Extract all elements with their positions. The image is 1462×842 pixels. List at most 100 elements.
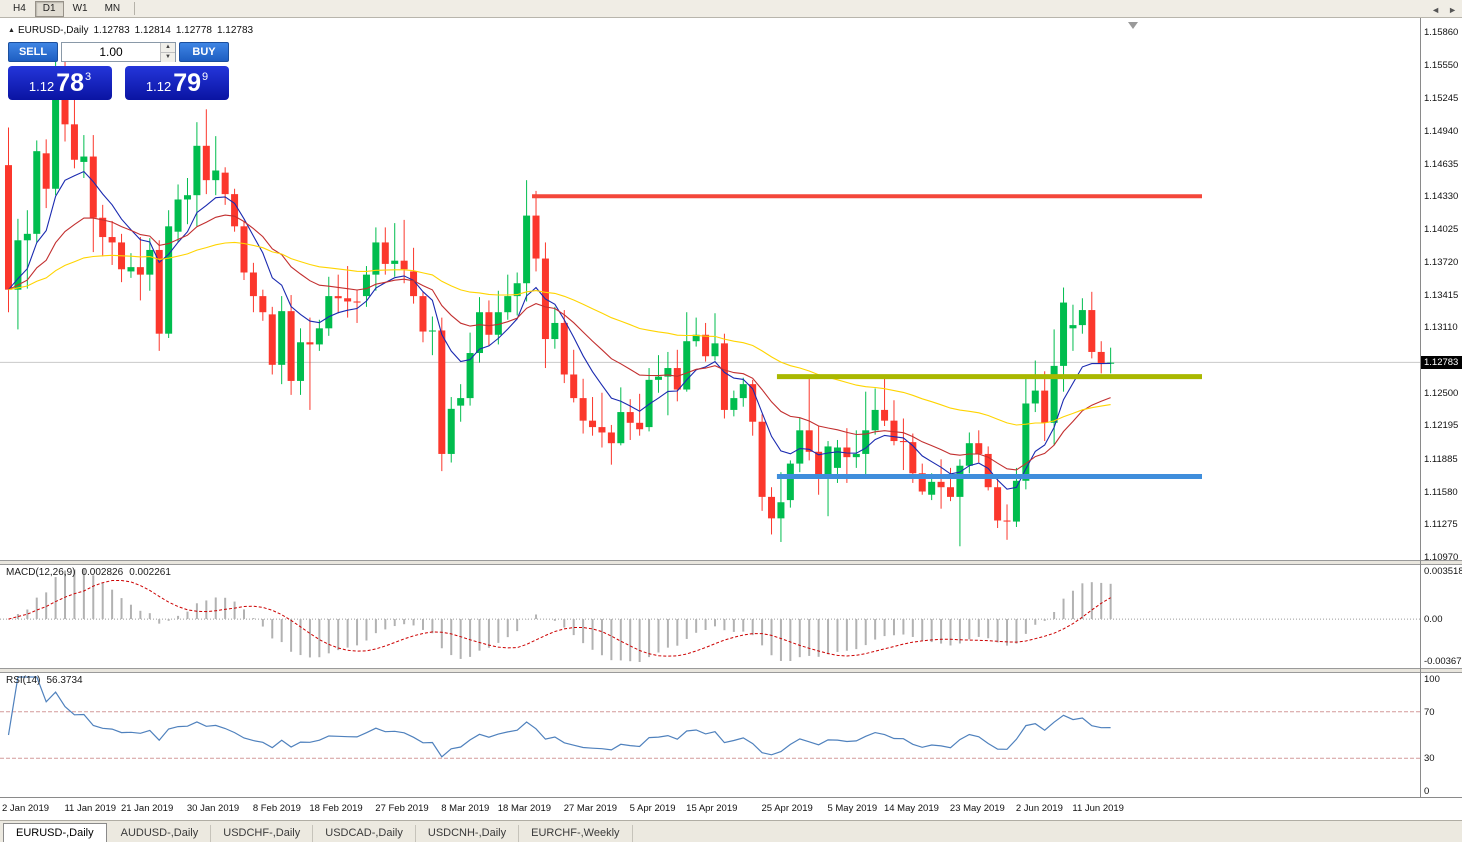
date-label: 5 Apr 2019	[629, 803, 676, 814]
timeframe-toolbar: H4 D1 W1 MN	[0, 0, 1462, 18]
date-label: 27 Feb 2019	[375, 803, 429, 814]
bar-high-value: 1.12814	[134, 25, 171, 36]
pane-divider[interactable]	[0, 668, 1462, 673]
rsi-scale-label: 70	[1424, 706, 1435, 718]
bar-close-value: 1.12783	[216, 25, 254, 36]
collapse-trade-panel-icon[interactable]: ▲	[8, 27, 15, 34]
date-axis[interactable]: 2 Jan 2019 11 Jan 2019 21 Jan 2019 30 Jan 2…	[0, 797, 1462, 820]
price-scale-label: 1.13415	[1424, 289, 1459, 301]
price-scale-label: 1.15550	[1424, 60, 1459, 72]
one-click-trading-panel: SELL 1.00 ▲ ▼ BUY 1.12 78 3 1.12 79 9	[8, 42, 229, 100]
buy-price-pips: 79	[173, 69, 201, 97]
price-scale-label: 1.12500	[1424, 387, 1459, 399]
sell-price-point: 3	[85, 71, 92, 83]
rsi-value: 56.3734	[46, 675, 83, 686]
sell-button[interactable]: SELL	[8, 42, 58, 62]
tab-scroll-controls: ◄ ►	[1431, 5, 1457, 15]
date-label: 2 Jan 2019	[2, 803, 50, 814]
date-label: 30 Jan 2019	[186, 803, 240, 814]
date-label: 2 Jun 2019	[1015, 803, 1063, 814]
macd-signal-line	[8, 580, 1111, 657]
moving-average-8	[8, 170, 1111, 490]
rsi-scale-label: 100	[1424, 674, 1440, 685]
price-scale-label: 1.11275	[1424, 519, 1458, 531]
volume-up-icon[interactable]: ▲	[161, 43, 175, 53]
chart-title: ▲ EURUSD-,Daily 1.12783 1.12814 1.12778 1.127…	[8, 25, 253, 36]
macd-histogram	[16, 569, 1112, 662]
price-scale-label: 1.14635	[1424, 158, 1459, 170]
sell-price-display[interactable]: 1.12 78 3	[8, 66, 112, 100]
date-label: 23 May 2019	[949, 803, 1005, 814]
volume-value[interactable]: 1.00	[99, 45, 123, 59]
rsi-scale-label: 30	[1424, 753, 1435, 765]
date-label: 11 Jan 2019	[64, 803, 117, 814]
buy-price-big-figure: 1.12	[145, 78, 172, 94]
date-label: 25 Apr 2019	[761, 803, 813, 814]
price-scale-label: 1.12195	[1424, 420, 1459, 432]
price-scale-label: 1.14025	[1424, 224, 1459, 235]
bar-open-value: 1.12783	[93, 25, 130, 36]
date-label: 5 May 2019	[827, 803, 878, 814]
timeframe-button-mn[interactable]: MN	[104, 2, 121, 14]
chart-tab-audusd-daily[interactable]: AUDUSD-,Daily	[109, 825, 212, 842]
macd-scale-label: 0.00	[1424, 614, 1443, 626]
volume-spinner: ▲ ▼	[160, 43, 175, 62]
chart-tab-eurusd-daily[interactable]: EURUSD-,Daily	[3, 823, 107, 842]
date-label: 27 Mar 2019	[563, 803, 618, 814]
chart-symbol-label: EURUSD-,Daily	[17, 25, 89, 36]
tab-scroll-left-icon[interactable]: ◄	[1431, 5, 1441, 15]
rsi-scale-label: 0	[1424, 786, 1430, 797]
rsi-pane-canvas[interactable]	[0, 673, 1420, 797]
price-scale-label: 1.13110	[1424, 322, 1458, 334]
timeframe-button-h4[interactable]: H4	[13, 2, 26, 14]
macd-scale-label: -0.00367	[1424, 656, 1462, 667]
bar-low-value: 1.12778	[175, 25, 212, 36]
macd-scale-label: 0.003518	[1424, 566, 1462, 577]
rsi-name: RSI(14)	[6, 675, 41, 686]
sell-price-big-figure: 1.12	[28, 78, 55, 94]
sell-price-pips: 78	[56, 69, 84, 97]
chart-tab-usdcad-daily[interactable]: USDCAD-,Daily	[313, 825, 416, 842]
price-scale-label: 1.15860	[1424, 27, 1459, 38]
date-label: 8 Feb 2019	[252, 803, 301, 814]
moving-average-55	[8, 241, 1111, 426]
current-price-tag: 1.12783	[1421, 356, 1462, 370]
tab-scroll-right-icon[interactable]: ►	[1448, 5, 1457, 15]
toolbar-separator	[134, 2, 136, 15]
buy-button[interactable]: BUY	[179, 42, 229, 62]
price-scale-label: 1.11580	[1424, 486, 1458, 498]
volume-input[interactable]: 1.00 ▲ ▼	[61, 42, 176, 62]
price-scale-label: 1.14330	[1424, 191, 1459, 203]
macd-signal-value: 0.002261	[129, 567, 171, 578]
price-scale-label: 1.15245	[1424, 93, 1459, 105]
macd-name: MACD(12,26,9)	[6, 567, 76, 578]
rsi-indicator-label: RSI(14) 56.3734	[6, 675, 89, 686]
macd-main-value: 0.002826	[81, 567, 124, 578]
buy-price-display[interactable]: 1.12 79 9	[125, 66, 229, 100]
timeframe-button-d1[interactable]: D1	[34, 0, 64, 17]
buy-price-point: 9	[202, 71, 209, 83]
moving-average-20	[8, 214, 1111, 471]
date-label: 15 Apr 2019	[686, 803, 738, 814]
macd-indicator-label: MACD(12,26,9) 0.002826 0.002261	[6, 567, 177, 578]
timeframe-button-w1[interactable]: W1	[72, 2, 88, 14]
rsi-line	[7, 676, 1111, 758]
chart-shift-marker-icon[interactable]	[1128, 22, 1138, 29]
volume-down-icon[interactable]: ▼	[161, 53, 175, 62]
candles-layer	[5, 47, 1115, 547]
macd-pane-canvas[interactable]	[0, 565, 1420, 668]
chart-tab-usdchf-daily[interactable]: USDCHF-,Daily	[211, 825, 314, 842]
price-scale-label: 1.13720	[1424, 256, 1459, 268]
date-label: 18 Feb 2019	[309, 803, 363, 814]
chart-tab-usdcnh-daily[interactable]: USDCNH-,Daily	[416, 825, 520, 842]
price-scale-label: 1.10970	[1424, 552, 1459, 563]
pane-divider[interactable]	[0, 560, 1462, 565]
main-chart-canvas[interactable]	[0, 18, 1420, 560]
date-label: 8 Mar 2019	[441, 803, 490, 814]
date-label: 14 May 2019	[883, 803, 939, 814]
date-label: 18 Mar 2019	[497, 803, 552, 814]
chart-tab-eurchf-weekly[interactable]: EURCHF-,Weekly	[519, 825, 633, 842]
date-label: 21 Jan 2019	[120, 803, 174, 814]
price-scale-label: 1.14940	[1424, 125, 1459, 137]
